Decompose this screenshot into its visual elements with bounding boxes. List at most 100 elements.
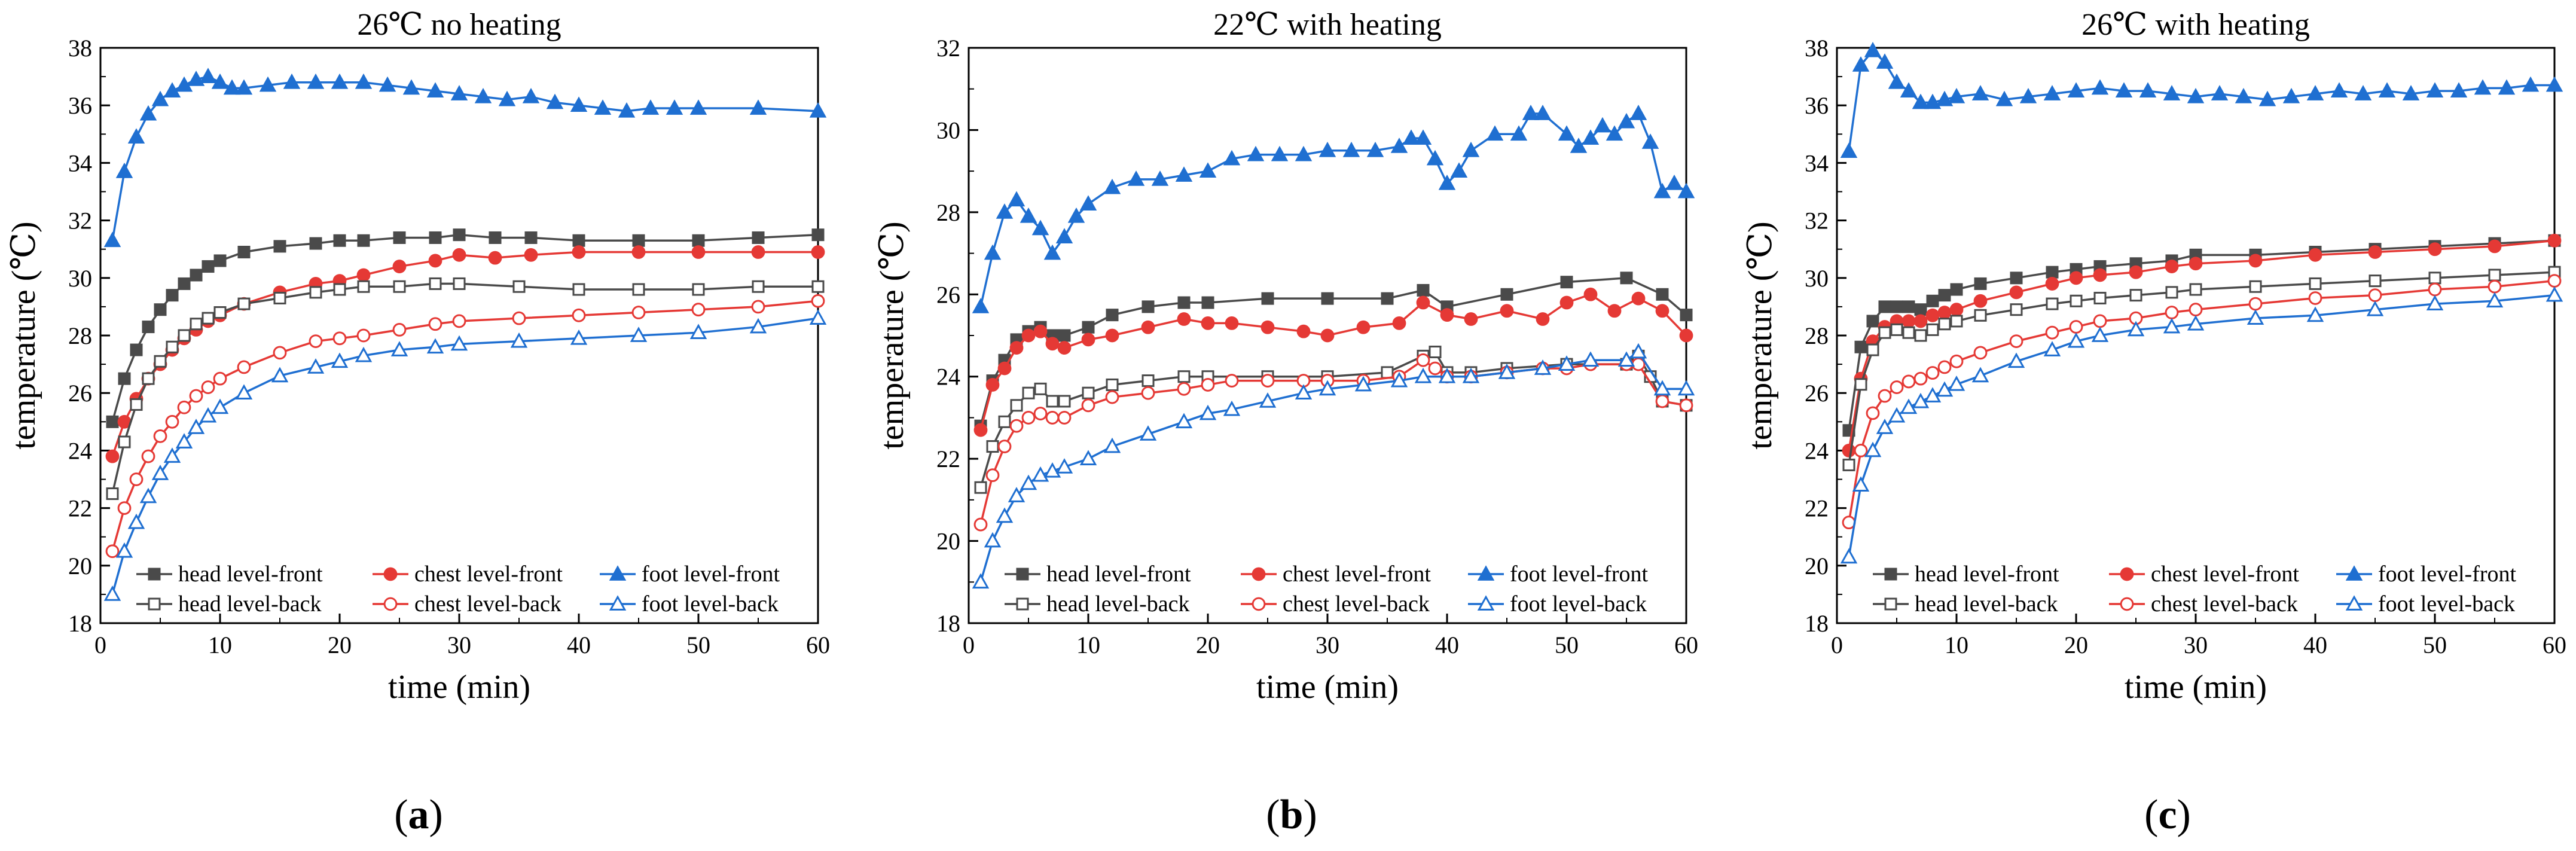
panel-caption: (a) <box>394 792 443 838</box>
data-point <box>163 82 181 98</box>
data-point <box>402 79 420 95</box>
data-point <box>1381 292 1394 305</box>
data-point <box>2045 277 2059 291</box>
data-point <box>1414 129 1432 145</box>
data-point <box>2547 233 2562 248</box>
data-point <box>283 73 301 89</box>
y-axis-label: temperature (℃) <box>1742 221 1779 449</box>
x-tick-label: 10 <box>208 632 232 658</box>
data-point <box>973 517 988 532</box>
data-point <box>1631 291 1646 306</box>
data-point <box>1105 390 1119 404</box>
data-point <box>1558 125 1576 141</box>
x-tick-label: 0 <box>94 632 106 658</box>
data-point <box>1900 398 1918 414</box>
y-tick-label: 24 <box>68 437 92 464</box>
data-point <box>2428 272 2441 285</box>
series-line <box>1848 239 2555 451</box>
data-point <box>572 245 586 259</box>
legend-label: head level-back <box>1046 591 1189 617</box>
data-point <box>1570 138 1588 153</box>
y-tick-label: 34 <box>1805 150 1829 176</box>
legend-marker <box>383 567 398 581</box>
data-point <box>1199 162 1217 178</box>
data-point <box>572 308 586 322</box>
data-point <box>1594 117 1611 133</box>
legend-item: chest level-front <box>1241 562 1431 587</box>
legend-marker <box>1477 595 1495 611</box>
data-point <box>1321 292 1334 305</box>
data-point <box>130 398 143 411</box>
legend-label: chest level-front <box>2151 562 2299 587</box>
data-point <box>2498 79 2516 95</box>
data-point <box>1854 378 1867 391</box>
y-tick-label: 30 <box>1805 265 1829 292</box>
y-tick-label: 28 <box>68 322 92 349</box>
data-point <box>1103 178 1121 194</box>
data-point <box>2046 297 2059 310</box>
y-tick-label: 26 <box>68 380 92 407</box>
data-point <box>1142 300 1155 313</box>
data-point <box>1677 380 1695 396</box>
legend-item: foot level-back <box>600 591 779 617</box>
data-point <box>618 102 636 118</box>
data-point <box>631 245 646 259</box>
y-tick-label: 18 <box>1805 610 1829 637</box>
data-point <box>1199 404 1217 420</box>
data-point <box>154 355 167 368</box>
data-point <box>1009 341 1024 355</box>
legend-label: head level-back <box>178 591 321 617</box>
y-tick-label: 22 <box>936 446 960 472</box>
data-point <box>2069 271 2083 285</box>
x-tick-label: 50 <box>686 632 710 658</box>
data-point <box>357 234 370 247</box>
data-point <box>997 440 1012 453</box>
legend-label: chest level-back <box>2151 591 2298 617</box>
x-tick-label: 30 <box>2184 632 2208 658</box>
legend-label: chest level-front <box>414 562 563 587</box>
data-point <box>235 384 253 400</box>
legend-item: chest level-front <box>373 562 563 587</box>
y-tick-label: 18 <box>68 610 92 637</box>
data-point <box>1486 125 1504 141</box>
legend-item: chest level-back <box>373 591 561 617</box>
data-point <box>127 513 145 529</box>
x-tick-label: 50 <box>2423 632 2447 658</box>
data-point <box>106 415 119 428</box>
data-point <box>811 294 825 308</box>
data-point <box>1295 384 1313 400</box>
data-point <box>692 234 705 247</box>
y-tick-label: 30 <box>68 265 92 292</box>
data-point <box>2189 283 2202 296</box>
data-point <box>1559 295 1574 310</box>
data-point <box>1973 346 1988 360</box>
series-chest-level-front <box>973 287 1693 437</box>
data-point <box>998 415 1011 428</box>
data-point <box>213 306 227 319</box>
data-point <box>1888 407 1906 423</box>
data-point <box>1852 476 1870 492</box>
chart-panel-2: 22℃ with heating 0 10 20 30 40 50 60 18 20 22 24 26 2… <box>874 8 1698 838</box>
data-point <box>1106 378 1119 391</box>
data-point <box>1031 219 1049 236</box>
legend-label: head level-front <box>1046 562 1191 587</box>
data-point <box>522 87 540 103</box>
series-chest-level-back <box>973 353 1693 532</box>
data-point <box>689 99 707 115</box>
data-point <box>1366 141 1384 157</box>
data-point <box>1973 294 1988 308</box>
data-point <box>1043 244 1061 260</box>
data-point <box>2522 76 2540 92</box>
series-line <box>1848 239 2555 431</box>
data-point <box>1034 382 1047 395</box>
data-point <box>984 532 1002 548</box>
data-point <box>428 317 442 331</box>
data-point <box>332 331 347 346</box>
data-point <box>546 93 564 109</box>
data-point <box>307 73 325 89</box>
series-chest-level-back <box>105 294 825 559</box>
data-point <box>985 468 1000 483</box>
data-point <box>331 73 349 89</box>
data-point <box>1971 85 1989 100</box>
data-point <box>1175 166 1193 182</box>
